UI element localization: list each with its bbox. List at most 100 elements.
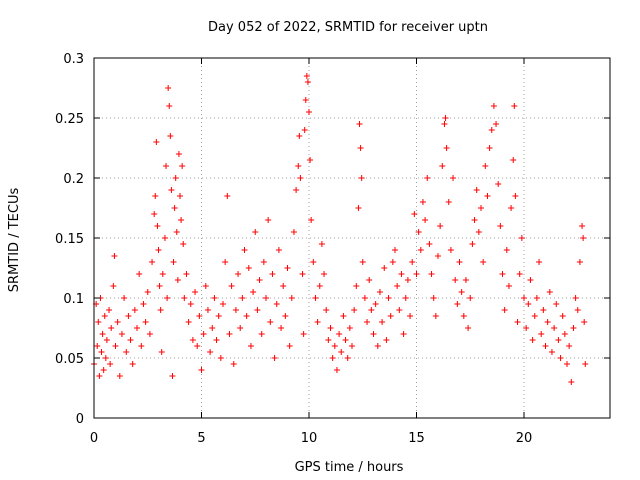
data-point [102, 355, 109, 361]
data-point [297, 175, 304, 181]
data-point [447, 247, 454, 253]
data-point [555, 337, 562, 343]
data-point [523, 325, 530, 331]
data-point [516, 271, 523, 277]
data-point [151, 211, 158, 217]
data-point [172, 175, 179, 181]
data-point [134, 325, 140, 331]
data-point [540, 307, 547, 313]
data-point [142, 319, 149, 325]
data-point [152, 193, 159, 199]
data-point [226, 331, 233, 337]
data-point [542, 343, 549, 349]
data-point [220, 301, 226, 307]
data-point [396, 307, 403, 313]
data-point [144, 289, 151, 295]
data-point [574, 307, 581, 313]
data-point [312, 295, 319, 301]
data-point [280, 283, 287, 289]
data-point [439, 163, 446, 169]
data-point [271, 355, 278, 361]
data-point [302, 97, 309, 103]
data-point [183, 271, 190, 277]
data-point [175, 151, 182, 157]
data-point [213, 337, 220, 343]
data-point [237, 325, 244, 331]
data-point [572, 295, 579, 301]
data-point [230, 361, 237, 367]
data-point [430, 295, 437, 301]
data-point [442, 115, 449, 121]
data-point [116, 373, 123, 379]
data-point [392, 247, 398, 253]
data-point [497, 223, 504, 229]
data-point [100, 367, 107, 373]
data-point [228, 283, 235, 289]
data-point [582, 361, 589, 367]
data-point [157, 307, 164, 313]
tick-labels: 0 5 10 15 20 0 0.05 0.1 0.15 0.2 0.25 0.3 [55, 52, 532, 446]
data-point [189, 337, 196, 343]
data-point [114, 319, 121, 325]
data-point [372, 301, 379, 307]
data-point [536, 259, 543, 265]
data-point [329, 355, 336, 361]
data-point [321, 271, 328, 277]
y-axis-label: SRMTID / TECUs [7, 188, 22, 293]
data-point [129, 361, 136, 367]
data-point [531, 313, 538, 319]
data-point [460, 313, 467, 319]
data-point [462, 277, 469, 283]
data-point [437, 223, 444, 229]
data-point [127, 337, 134, 343]
data-point [568, 379, 575, 385]
data-point [342, 337, 349, 343]
data-point [441, 121, 448, 127]
data-point [106, 307, 113, 313]
data-point [121, 295, 128, 301]
data-point [366, 277, 373, 283]
data-point [389, 259, 396, 265]
data-point [340, 313, 347, 319]
data-point [192, 289, 199, 295]
data-point [344, 355, 351, 361]
data-point [300, 331, 307, 337]
data-point [501, 307, 508, 313]
data-point [256, 277, 263, 283]
data-point [379, 319, 386, 325]
data-point [207, 349, 214, 355]
chart-title: Day 052 of 2022, SRMTID for receiver upt… [208, 20, 488, 35]
data-point [376, 289, 383, 295]
data-point [538, 331, 545, 337]
data-point [163, 163, 170, 169]
data-point [239, 295, 246, 301]
data-point [514, 319, 521, 325]
data-point [361, 295, 368, 301]
data-point [169, 373, 176, 379]
data-point [156, 283, 163, 289]
data-point [454, 301, 461, 307]
data-point [484, 193, 491, 199]
data-point [232, 307, 239, 313]
data-point [310, 259, 317, 265]
data-point [374, 343, 381, 349]
data-point [235, 271, 242, 277]
data-point [149, 259, 156, 265]
data-point [359, 259, 366, 265]
data-point [241, 247, 248, 253]
data-point [355, 205, 362, 211]
y-tick-label: 0.2 [63, 172, 84, 187]
data-point [417, 247, 424, 253]
data-point [98, 349, 105, 355]
data-point [179, 163, 186, 169]
data-point [94, 343, 101, 349]
data-point [435, 253, 441, 259]
data-point [306, 109, 312, 115]
data-point [178, 217, 185, 223]
data-point [564, 361, 570, 367]
data-point [490, 103, 497, 109]
data-point [96, 373, 103, 379]
data-point [154, 223, 161, 229]
